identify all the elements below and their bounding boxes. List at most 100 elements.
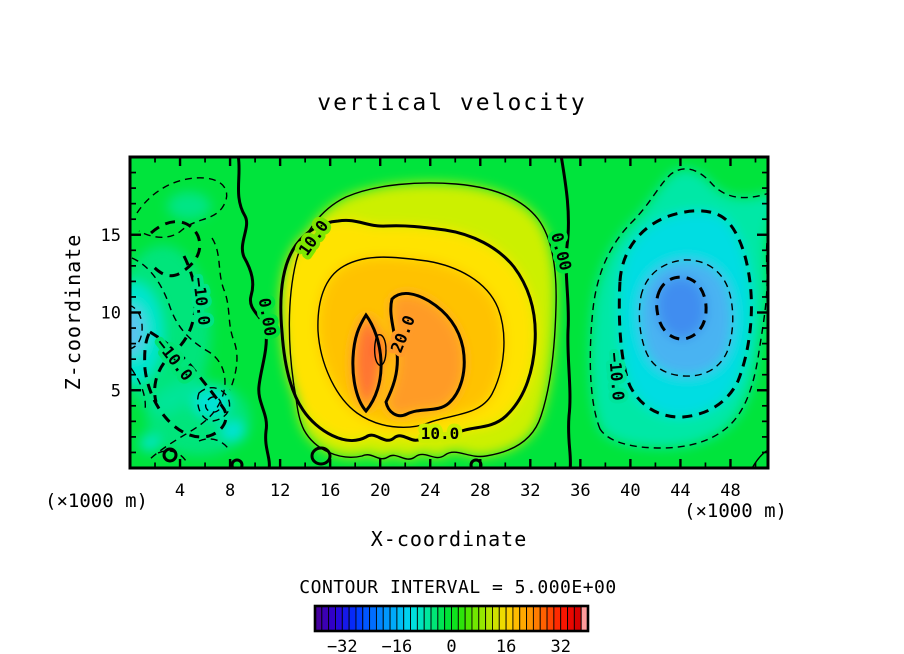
colorbar-segment xyxy=(355,605,364,632)
fill-left-cyan-3 xyxy=(220,420,246,442)
colorbar-segment xyxy=(478,605,487,632)
fill-left-teal-2 xyxy=(146,380,250,456)
contour-line-m5-left-e xyxy=(130,367,146,412)
colorbar-segment xyxy=(464,605,473,632)
colorbar-segment xyxy=(410,605,418,632)
fill-plus20-right xyxy=(386,293,465,416)
x-tick-label: 40 xyxy=(620,481,640,501)
colorbar-segment xyxy=(539,605,548,632)
colorbar-segment xyxy=(567,605,575,632)
colorbar-segment xyxy=(375,605,384,632)
colorbar-tick-labels: −32 −16 0 16 32 xyxy=(327,637,571,654)
contour-ring-0-b xyxy=(230,458,244,468)
z-axis-tick-labels: 5 10 15 xyxy=(101,226,121,402)
colorbar-segment xyxy=(389,605,398,632)
x-units-note-left: (×1000 m) xyxy=(45,490,148,512)
x-tick-label: 48 xyxy=(720,481,740,501)
colorbar-segment xyxy=(451,605,459,632)
contour-line-m15-left-b xyxy=(204,396,222,413)
x-tick-label: 44 xyxy=(670,481,690,501)
contour-line-m5-left-d xyxy=(196,387,231,422)
contour-value-label: 10.0 xyxy=(421,424,460,443)
colorbar-segment xyxy=(457,605,466,632)
x-tick-label: 16 xyxy=(320,481,340,501)
colorbar-segment xyxy=(362,605,371,632)
x-tick-label: 12 xyxy=(270,481,290,501)
x-tick-label: 20 xyxy=(370,481,390,501)
colorbar-segment xyxy=(560,605,568,632)
colorbar-tick-label: −16 xyxy=(382,637,413,654)
contour-line-15 xyxy=(317,256,505,428)
colorbar-segment xyxy=(485,605,493,632)
contour-line-10 xyxy=(279,218,537,442)
x-tick-label: 28 xyxy=(470,481,490,501)
x-tick-label: 32 xyxy=(520,481,540,501)
fill-warm-core xyxy=(355,318,381,402)
fill-left-cyan-edge xyxy=(130,281,164,385)
colorbar-tick-label: −32 xyxy=(327,637,358,654)
x-tick-label: 8 xyxy=(225,481,235,501)
colorbar-segment xyxy=(423,605,432,632)
colorbar-segment xyxy=(498,605,507,632)
colorbar-tick-label: 32 xyxy=(550,637,570,654)
contour-line-20-right xyxy=(384,292,466,418)
colorbar-segment xyxy=(519,605,528,632)
colorbar-segment xyxy=(416,605,425,632)
contour-line-25 xyxy=(373,334,387,367)
colorbar-segment xyxy=(382,605,391,632)
axis-ticks xyxy=(130,157,768,468)
colorbar-segment xyxy=(532,605,541,632)
contour-ring-0-a xyxy=(162,447,178,463)
colorbar-segment xyxy=(335,605,343,632)
chart-title: vertical velocity xyxy=(317,90,586,116)
contour-line-m15-right xyxy=(638,259,734,377)
contour-line-m10-left-b xyxy=(153,255,198,403)
fill-left-cyan-2 xyxy=(192,388,230,418)
colorbar-segment xyxy=(321,605,330,632)
contour-line-m5-left-c xyxy=(211,237,238,391)
contour-lines xyxy=(130,157,768,468)
colorbar-tick-label: 16 xyxy=(496,637,516,654)
contour-line-0-right xyxy=(559,157,572,468)
contour-line-m10-left-c xyxy=(143,329,228,439)
colorbar-segment xyxy=(396,605,405,632)
contour-line-m10-left-a xyxy=(149,220,202,278)
x-tick-label: 4 xyxy=(175,481,185,501)
contour-interval-text: CONTOUR INTERVAL = 5.000E+00 xyxy=(299,577,616,598)
colorbar-segment xyxy=(573,605,582,632)
colorbar-segment xyxy=(492,605,500,632)
z-tick-label: 5 xyxy=(111,381,121,401)
colorbar-segment xyxy=(328,605,336,632)
colorbar-segment xyxy=(369,605,377,632)
z-tick-label: 10 xyxy=(101,304,121,324)
colorbar xyxy=(314,605,589,632)
colorbar-segment xyxy=(526,605,534,632)
fill-left-teal-3 xyxy=(167,192,211,220)
colorbar-segment xyxy=(505,605,514,632)
colorbar-segment xyxy=(512,605,521,632)
contour-line-m10-right xyxy=(617,209,753,419)
x-units-note-right: (×1000 m) xyxy=(684,500,787,522)
x-axis-tick-labels: 4 8 12 16 20 24 28 32 36 40 44 48 xyxy=(175,481,741,501)
fill-minus20 xyxy=(656,277,707,340)
z-axis-label: Z-coordinate xyxy=(61,234,85,391)
x-tick-label: 36 xyxy=(570,481,590,501)
x-axis-label: X-coordinate xyxy=(371,527,528,551)
fill-left-cyan-4 xyxy=(139,434,161,452)
contour-line-0-left xyxy=(236,157,271,468)
contour-line-m20-right xyxy=(655,275,708,341)
colorbar-segment xyxy=(471,605,480,632)
contour-line-20-left xyxy=(351,312,383,414)
contour-line-m5-left-b xyxy=(131,257,226,462)
colorbar-segment xyxy=(444,605,452,632)
z-tick-label: 15 xyxy=(101,226,121,246)
colorbar-segment xyxy=(546,605,555,632)
colorbar-segment xyxy=(341,605,350,632)
contour-line-m5-right xyxy=(589,168,768,449)
colorbar-frame xyxy=(313,604,590,633)
x-tick-label: 24 xyxy=(420,481,440,501)
colorbar-segment xyxy=(437,605,446,632)
contour-line-m15-left-a xyxy=(130,304,143,350)
